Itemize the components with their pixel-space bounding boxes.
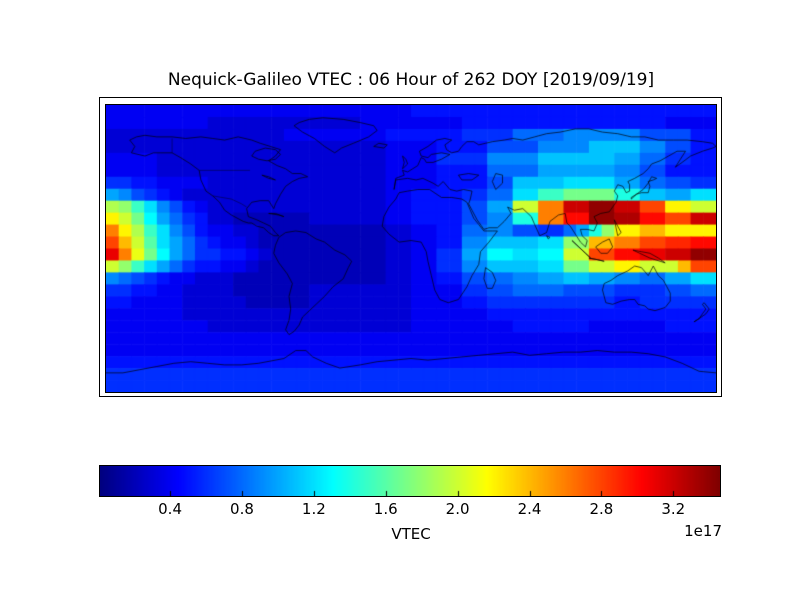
colorbar xyxy=(99,465,721,497)
colorbar-tick-label: 0.4 xyxy=(158,500,182,518)
colorbar-tick-label: 1.2 xyxy=(301,500,326,518)
colorbar-label: VTEC xyxy=(391,525,431,543)
vtec-heatmap-canvas xyxy=(106,105,716,392)
colorbar-gradient-canvas xyxy=(100,466,720,496)
colorbar-tick-label: 2.4 xyxy=(517,500,542,518)
plot-title: Nequick-Galileo VTEC : 06 Hour of 262 DO… xyxy=(167,70,655,90)
colorbar-tick-label: 2.8 xyxy=(589,500,614,518)
map-axes-frame xyxy=(99,97,722,397)
colorbar-scale-factor: 1e17 xyxy=(684,522,722,540)
map-area xyxy=(105,104,717,393)
colorbar-tick-label: 1.6 xyxy=(373,500,398,518)
colorbar-tick-label: 2.0 xyxy=(445,500,470,518)
colorbar-tick-label: 0.8 xyxy=(230,500,254,518)
colorbar-tick-label: 3.2 xyxy=(661,500,686,518)
